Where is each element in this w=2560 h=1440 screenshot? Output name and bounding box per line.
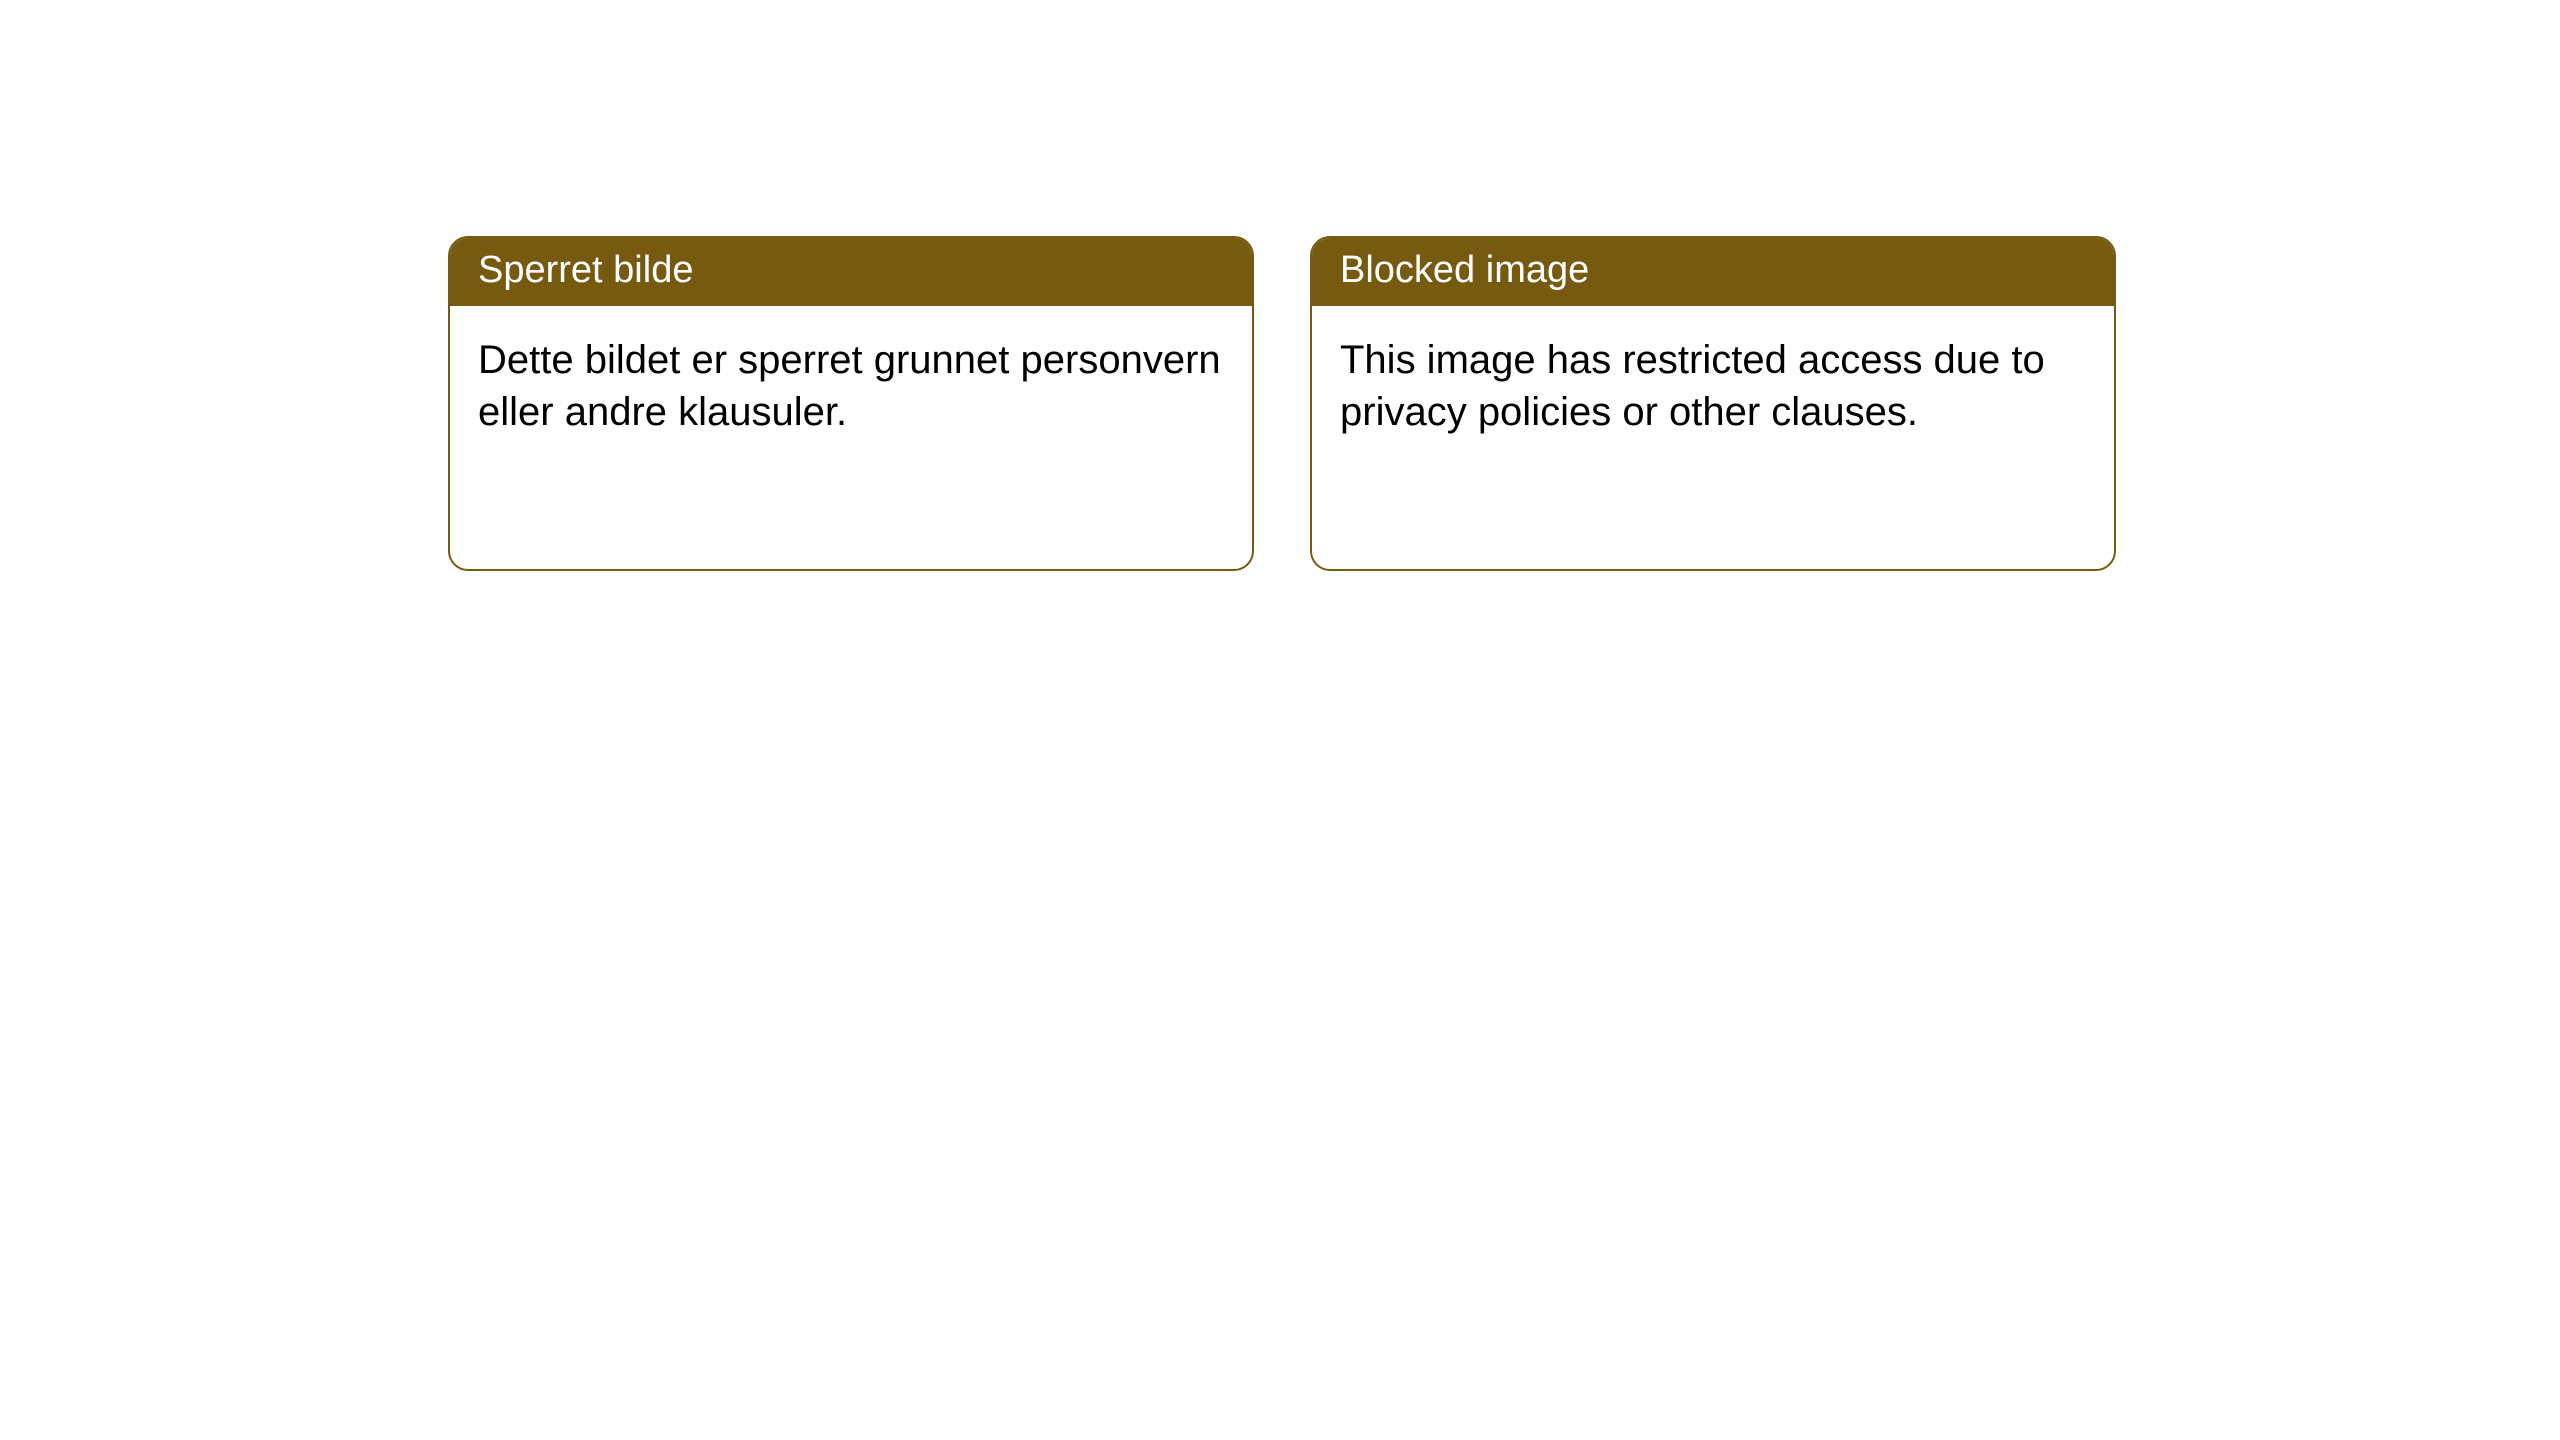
notice-header: Sperret bilde bbox=[450, 238, 1252, 306]
notice-title: Blocked image bbox=[1340, 249, 1589, 291]
notice-card-english: Blocked image This image has restricted … bbox=[1310, 236, 2116, 571]
notice-body: Dette bildet er sperret grunnet personve… bbox=[450, 306, 1252, 468]
notice-card-norwegian: Sperret bilde Dette bildet er sperret gr… bbox=[448, 236, 1254, 571]
notice-body: This image has restricted access due to … bbox=[1312, 306, 2114, 468]
notice-body-text: Dette bildet er sperret grunnet personve… bbox=[478, 338, 1221, 435]
notice-header: Blocked image bbox=[1312, 238, 2114, 306]
notice-body-text: This image has restricted access due to … bbox=[1340, 338, 2045, 435]
notice-title: Sperret bilde bbox=[478, 249, 693, 291]
notices-container: Sperret bilde Dette bildet er sperret gr… bbox=[448, 236, 2116, 571]
